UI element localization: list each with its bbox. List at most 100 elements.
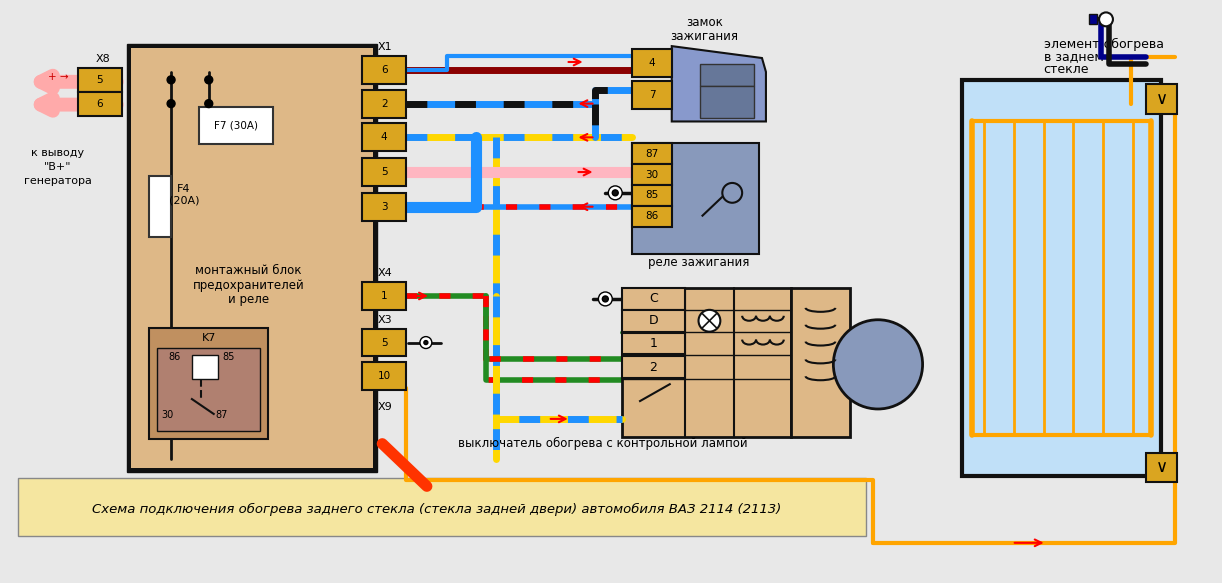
Circle shape bbox=[167, 100, 175, 108]
Text: 4: 4 bbox=[381, 132, 387, 142]
Text: D: D bbox=[649, 314, 659, 327]
Text: выключатель обогрева с контрольной лампой: выключатель обогрева с контрольной лампо… bbox=[457, 437, 747, 450]
Circle shape bbox=[1099, 12, 1113, 26]
Text: стекле: стекле bbox=[1044, 64, 1089, 76]
Bar bbox=[149, 176, 171, 237]
Text: 2: 2 bbox=[381, 99, 387, 108]
Bar bbox=[632, 143, 759, 254]
Text: генератора: генератора bbox=[24, 176, 92, 186]
Bar bbox=[158, 347, 260, 431]
Bar bbox=[192, 356, 218, 380]
Bar bbox=[632, 143, 672, 164]
Bar bbox=[199, 107, 274, 144]
Text: X1: X1 bbox=[378, 42, 392, 52]
Bar bbox=[699, 86, 754, 118]
Text: Схема подключения обогрева заднего стекла (стекла задней двери) автомобиля ВАЗ 2: Схема подключения обогрева заднего стекл… bbox=[92, 503, 781, 515]
Text: к выводу: к выводу bbox=[32, 148, 84, 158]
Text: 7: 7 bbox=[649, 90, 655, 100]
Bar bbox=[363, 329, 406, 356]
Text: F7 (30А): F7 (30А) bbox=[214, 121, 258, 131]
Circle shape bbox=[167, 76, 175, 84]
Text: X4: X4 bbox=[378, 268, 392, 278]
Text: монтажный блок: монтажный блок bbox=[196, 264, 302, 277]
Text: 6: 6 bbox=[381, 65, 387, 75]
Text: 3: 3 bbox=[381, 202, 387, 212]
Circle shape bbox=[699, 310, 720, 332]
Circle shape bbox=[602, 296, 609, 302]
Bar bbox=[962, 80, 1161, 476]
Text: 6: 6 bbox=[97, 99, 103, 108]
Circle shape bbox=[205, 76, 213, 84]
Text: 5: 5 bbox=[381, 338, 387, 347]
Bar bbox=[622, 356, 684, 378]
Bar bbox=[632, 164, 672, 185]
Text: элемент обогрева: элемент обогрева bbox=[1044, 37, 1163, 51]
Circle shape bbox=[599, 292, 612, 306]
Text: 1: 1 bbox=[381, 291, 387, 301]
Polygon shape bbox=[672, 46, 766, 121]
Text: 87: 87 bbox=[645, 149, 659, 159]
Bar bbox=[78, 68, 121, 92]
Bar bbox=[699, 64, 754, 86]
Text: + →: + → bbox=[48, 72, 68, 82]
Text: 85: 85 bbox=[645, 190, 659, 201]
Text: зажигания: зажигания bbox=[671, 30, 738, 43]
Bar bbox=[363, 90, 406, 118]
Text: 2: 2 bbox=[649, 361, 657, 374]
Text: ∨: ∨ bbox=[1156, 458, 1167, 476]
Text: 5: 5 bbox=[381, 167, 387, 177]
Bar bbox=[363, 158, 406, 186]
Bar bbox=[622, 288, 684, 310]
Bar bbox=[632, 185, 672, 206]
Text: 30: 30 bbox=[161, 410, 174, 420]
Bar bbox=[632, 206, 672, 227]
Bar bbox=[363, 56, 406, 84]
Bar bbox=[132, 48, 374, 469]
Circle shape bbox=[609, 186, 622, 200]
Bar bbox=[1146, 452, 1177, 482]
Bar bbox=[18, 479, 866, 536]
Bar bbox=[363, 124, 406, 151]
Text: 85: 85 bbox=[222, 353, 235, 363]
Text: 86: 86 bbox=[167, 353, 180, 363]
Text: в заднем: в заднем bbox=[1044, 51, 1103, 64]
Text: X3: X3 bbox=[378, 315, 392, 325]
Text: F4: F4 bbox=[177, 184, 191, 194]
Circle shape bbox=[420, 336, 431, 349]
Text: 86: 86 bbox=[645, 211, 659, 221]
Circle shape bbox=[424, 340, 428, 345]
Bar bbox=[632, 49, 672, 77]
Bar bbox=[622, 310, 684, 332]
Text: 10: 10 bbox=[378, 371, 391, 381]
Text: замок: замок bbox=[686, 16, 723, 29]
Text: "В+": "В+" bbox=[44, 162, 72, 172]
Bar bbox=[622, 333, 684, 354]
Text: K7: K7 bbox=[202, 333, 216, 343]
Bar bbox=[363, 282, 406, 310]
Bar bbox=[1089, 15, 1097, 24]
Text: и реле: и реле bbox=[227, 293, 269, 307]
Circle shape bbox=[833, 319, 923, 409]
Text: предохранителей: предохранителей bbox=[193, 279, 304, 292]
Bar bbox=[363, 193, 406, 220]
Bar bbox=[622, 288, 791, 437]
Circle shape bbox=[612, 190, 618, 196]
Text: X8: X8 bbox=[95, 54, 110, 64]
Circle shape bbox=[205, 100, 213, 108]
Bar bbox=[363, 363, 406, 390]
Text: (20А): (20А) bbox=[169, 196, 199, 206]
Bar bbox=[78, 92, 121, 115]
Text: C: C bbox=[649, 293, 657, 305]
Bar bbox=[127, 44, 378, 472]
Text: ∨: ∨ bbox=[1156, 90, 1167, 108]
Text: 5: 5 bbox=[97, 75, 103, 85]
Bar bbox=[791, 288, 851, 437]
Bar bbox=[1146, 84, 1177, 114]
Text: реле зажигания: реле зажигания bbox=[648, 256, 749, 269]
Bar bbox=[149, 328, 269, 439]
Text: 1: 1 bbox=[649, 337, 657, 350]
Text: X9: X9 bbox=[378, 402, 392, 412]
Bar bbox=[632, 81, 672, 108]
Text: 4: 4 bbox=[649, 58, 655, 68]
Text: 87: 87 bbox=[215, 410, 227, 420]
